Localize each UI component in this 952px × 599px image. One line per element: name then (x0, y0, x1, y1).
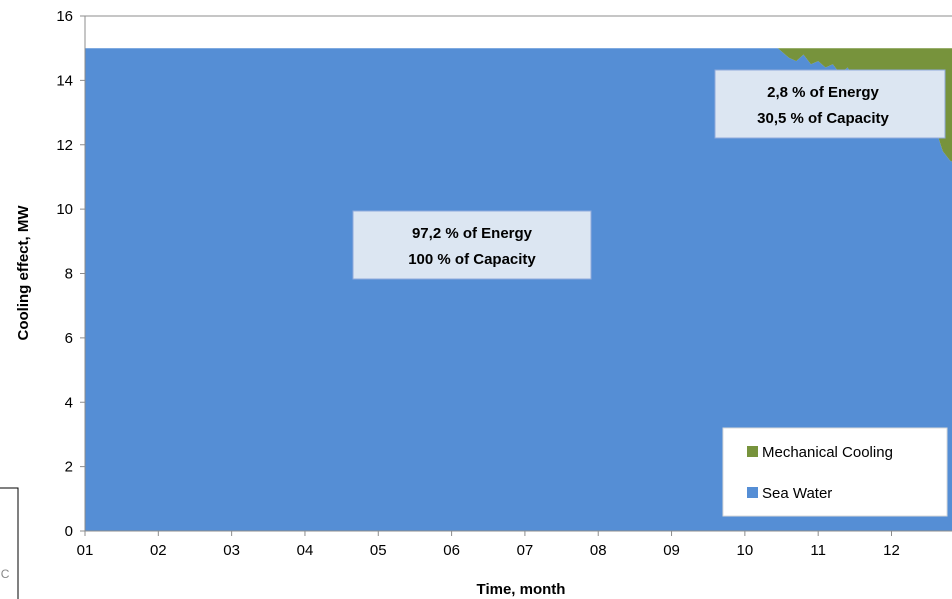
x-tick-label: 04 (297, 542, 314, 559)
area-mechanical-cooling (85, 48, 952, 165)
area-sea-water (85, 48, 952, 531)
fragment-frame (0, 487, 19, 599)
y-tick-label: 16 (56, 8, 73, 25)
y-tick-label: 6 (65, 330, 73, 347)
annotation-mech-box (714, 69, 946, 139)
y-tick-label: 8 (65, 266, 73, 283)
x-tick-label: 09 (663, 542, 680, 559)
y-tick-label: 0 (65, 523, 73, 540)
x-tick-label: 12 (883, 542, 900, 559)
x-tick-label: 07 (517, 542, 534, 559)
y-tick-label: 2 (65, 459, 73, 476)
x-tick-label: 11 (810, 542, 826, 559)
y-axis-ticks: 0 2 4 6 8 10 12 14 16 (56, 8, 85, 540)
x-tick-label: 06 (443, 542, 460, 559)
legend-swatch-sea-water (747, 487, 758, 498)
x-tick-label: 01 (77, 542, 94, 559)
plot-areas (85, 48, 952, 531)
annotation-main-box (352, 210, 592, 280)
x-axis-ticks: 01 02 03 04 05 06 07 08 09 10 11 12 (77, 531, 900, 559)
annotation-mech: 2,8 % of Energy 30,5 % of Capacity (714, 69, 946, 139)
x-tick-label: 03 (223, 542, 240, 559)
x-tick-label: 08 (590, 542, 607, 559)
legend-label-mechanical-cooling: Mechanical Cooling (762, 444, 893, 461)
legend-label-sea-water: Sea Water (762, 485, 832, 502)
y-tick-label: 14 (56, 72, 73, 89)
annotation-mech-line2: 30,5 % of Capacity (757, 110, 889, 127)
legend-swatch-mechanical-cooling (747, 446, 758, 457)
annotation-main-line2: 100 % of Capacity (408, 251, 536, 268)
y-tick-label: 12 (56, 137, 73, 154)
legend: Mechanical Cooling Sea Water (722, 427, 948, 517)
x-tick-label: 02 (150, 542, 167, 559)
annotation-main: 97,2 % of Energy 100 % of Capacity (352, 210, 592, 280)
annotation-mech-line1: 2,8 % of Energy (767, 84, 879, 101)
y-tick-label: 4 (65, 394, 73, 411)
annotation-main-line1: 97,2 % of Energy (412, 225, 533, 242)
y-axis-title: Cooling effect, MW (15, 205, 32, 341)
y-tick-label: 10 (56, 201, 73, 218)
fragment-text: °C (0, 567, 10, 581)
legend-box (722, 427, 948, 517)
x-axis-title: Time, month (477, 581, 566, 598)
x-tick-label: 05 (370, 542, 387, 559)
x-tick-label: 10 (737, 542, 754, 559)
